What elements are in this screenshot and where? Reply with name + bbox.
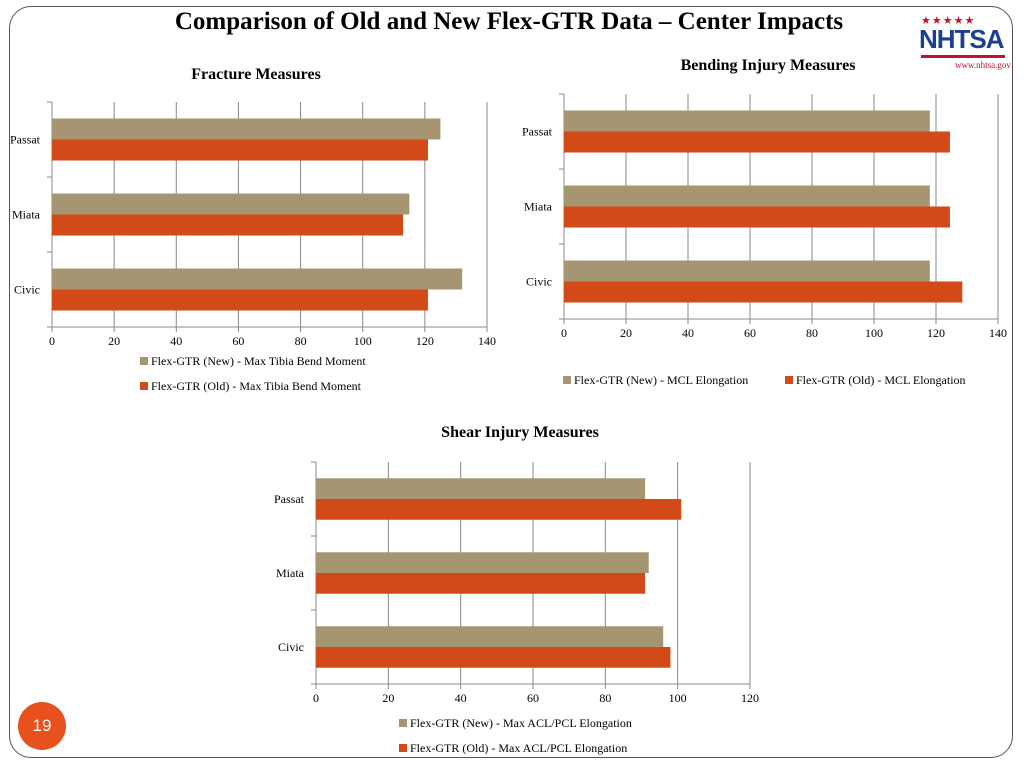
- legend-swatch: [785, 376, 793, 384]
- legend-swatch: [563, 376, 571, 384]
- x-tick-label: 120: [741, 691, 759, 705]
- x-tick-label: 100: [669, 691, 687, 705]
- x-tick-label: 80: [806, 326, 818, 340]
- logo-stars: ★★★★★: [921, 15, 976, 27]
- x-tick-label: 60: [527, 691, 539, 705]
- bar-old-passat: [316, 499, 682, 520]
- category-label-civic: Civic: [526, 275, 552, 289]
- legend-swatch: [399, 744, 407, 752]
- category-label-miata: Miata: [12, 208, 41, 222]
- x-tick-label: 60: [744, 326, 756, 340]
- category-label-civic: Civic: [278, 640, 304, 654]
- bar-old-miata: [316, 573, 646, 594]
- x-tick-label: 80: [599, 691, 611, 705]
- x-tick-label: 20: [620, 326, 632, 340]
- bar-new-civic: [52, 268, 463, 290]
- bar-new-civic: [564, 260, 930, 282]
- x-tick-label: 20: [382, 691, 394, 705]
- page-number-badge: 19: [18, 702, 66, 750]
- chart-svg: Fracture Measures 0 20 40 60 80 100 120 140 Passa…: [10, 66, 496, 393]
- x-tick-label: 0: [49, 334, 55, 348]
- x-tick-label: 120: [927, 326, 945, 340]
- fracture-measures-chart: Fracture Measures 0 20 40 60 80 100 120 140 Passa…: [0, 60, 505, 410]
- bar-new-civic: [316, 626, 664, 647]
- nhtsa-logo: ★★★★★ NHTSA www.nhtsa.gov: [915, 14, 1015, 72]
- bar-old-miata: [564, 206, 950, 228]
- shear-injury-measures-chart: Shear Injury Measures 0 20 40 60 80 100 120 Pass…: [260, 418, 770, 763]
- x-tick-label: 100: [354, 334, 372, 348]
- bar-new-miata: [52, 193, 410, 215]
- bar-old-civic: [52, 289, 428, 311]
- bar-new-passat: [564, 110, 930, 132]
- x-tick-label: 40: [170, 334, 182, 348]
- chart-title: Shear Injury Measures: [441, 424, 599, 441]
- x-tick-label: 20: [108, 334, 120, 348]
- legend-swatch: [140, 382, 148, 390]
- logo-name: NHTSA: [919, 24, 1005, 54]
- legend-label: Flex-GTR (Old) - Max Tibia Bend Moment: [151, 379, 362, 393]
- bar-old-miata: [52, 214, 404, 236]
- bar-old-civic: [564, 281, 963, 303]
- x-tick-label: 60: [232, 334, 244, 348]
- x-tick-label: 100: [865, 326, 883, 340]
- x-tick-label: 140: [989, 326, 1007, 340]
- bending-injury-measures-chart: Bending Injury Measures 0 20 40 60 80 100 120 14…: [505, 50, 1015, 400]
- bar-old-passat: [564, 131, 950, 153]
- x-tick-label: 40: [455, 691, 467, 705]
- x-tick-label: 80: [295, 334, 307, 348]
- category-label-passat: Passat: [10, 133, 41, 147]
- bar-new-passat: [316, 478, 646, 499]
- legend-label: Flex-GTR (Old) - MCL Elongation: [796, 373, 966, 387]
- chart-title: Fracture Measures: [191, 66, 321, 83]
- x-tick-label: 0: [313, 691, 319, 705]
- category-label-miata: Miata: [276, 566, 305, 580]
- chart-svg: Shear Injury Measures 0 20 40 60 80 100 120 Pass…: [274, 424, 759, 755]
- x-tick-label: 120: [416, 334, 434, 348]
- chart-svg: Bending Injury Measures 0 20 40 60 80 100 120 14…: [522, 57, 1007, 387]
- x-tick-label: 140: [478, 334, 496, 348]
- category-label-passat: Passat: [522, 125, 553, 139]
- bar-old-civic: [316, 647, 671, 668]
- bar-new-miata: [564, 185, 930, 207]
- legend-label: Flex-GTR (New) - Max Tibia Bend Moment: [151, 354, 366, 368]
- legend-label: Flex-GTR (New) - MCL Elongation: [574, 373, 748, 387]
- chart-title: Bending Injury Measures: [681, 57, 856, 74]
- x-tick-label: 0: [561, 326, 567, 340]
- slide-title: Comparison of Old and New Flex-GTR Data …: [174, 8, 844, 35]
- logo-bar: [921, 55, 1005, 58]
- legend-label: Flex-GTR (New) - Max ACL/PCL Elongation: [410, 716, 632, 730]
- legend-swatch: [399, 719, 407, 727]
- bar-new-miata: [316, 552, 649, 573]
- category-label-civic: Civic: [14, 283, 40, 297]
- logo-url: www.nhtsa.gov: [955, 60, 1011, 70]
- bar-new-passat: [52, 118, 441, 140]
- slide-frame: [9, 6, 1013, 758]
- category-label-miata: Miata: [524, 200, 553, 214]
- bar-old-passat: [52, 139, 428, 161]
- category-label-passat: Passat: [274, 492, 305, 506]
- legend-label: Flex-GTR (Old) - Max ACL/PCL Elongation: [410, 741, 627, 755]
- legend-swatch: [140, 357, 148, 365]
- x-tick-label: 40: [682, 326, 694, 340]
